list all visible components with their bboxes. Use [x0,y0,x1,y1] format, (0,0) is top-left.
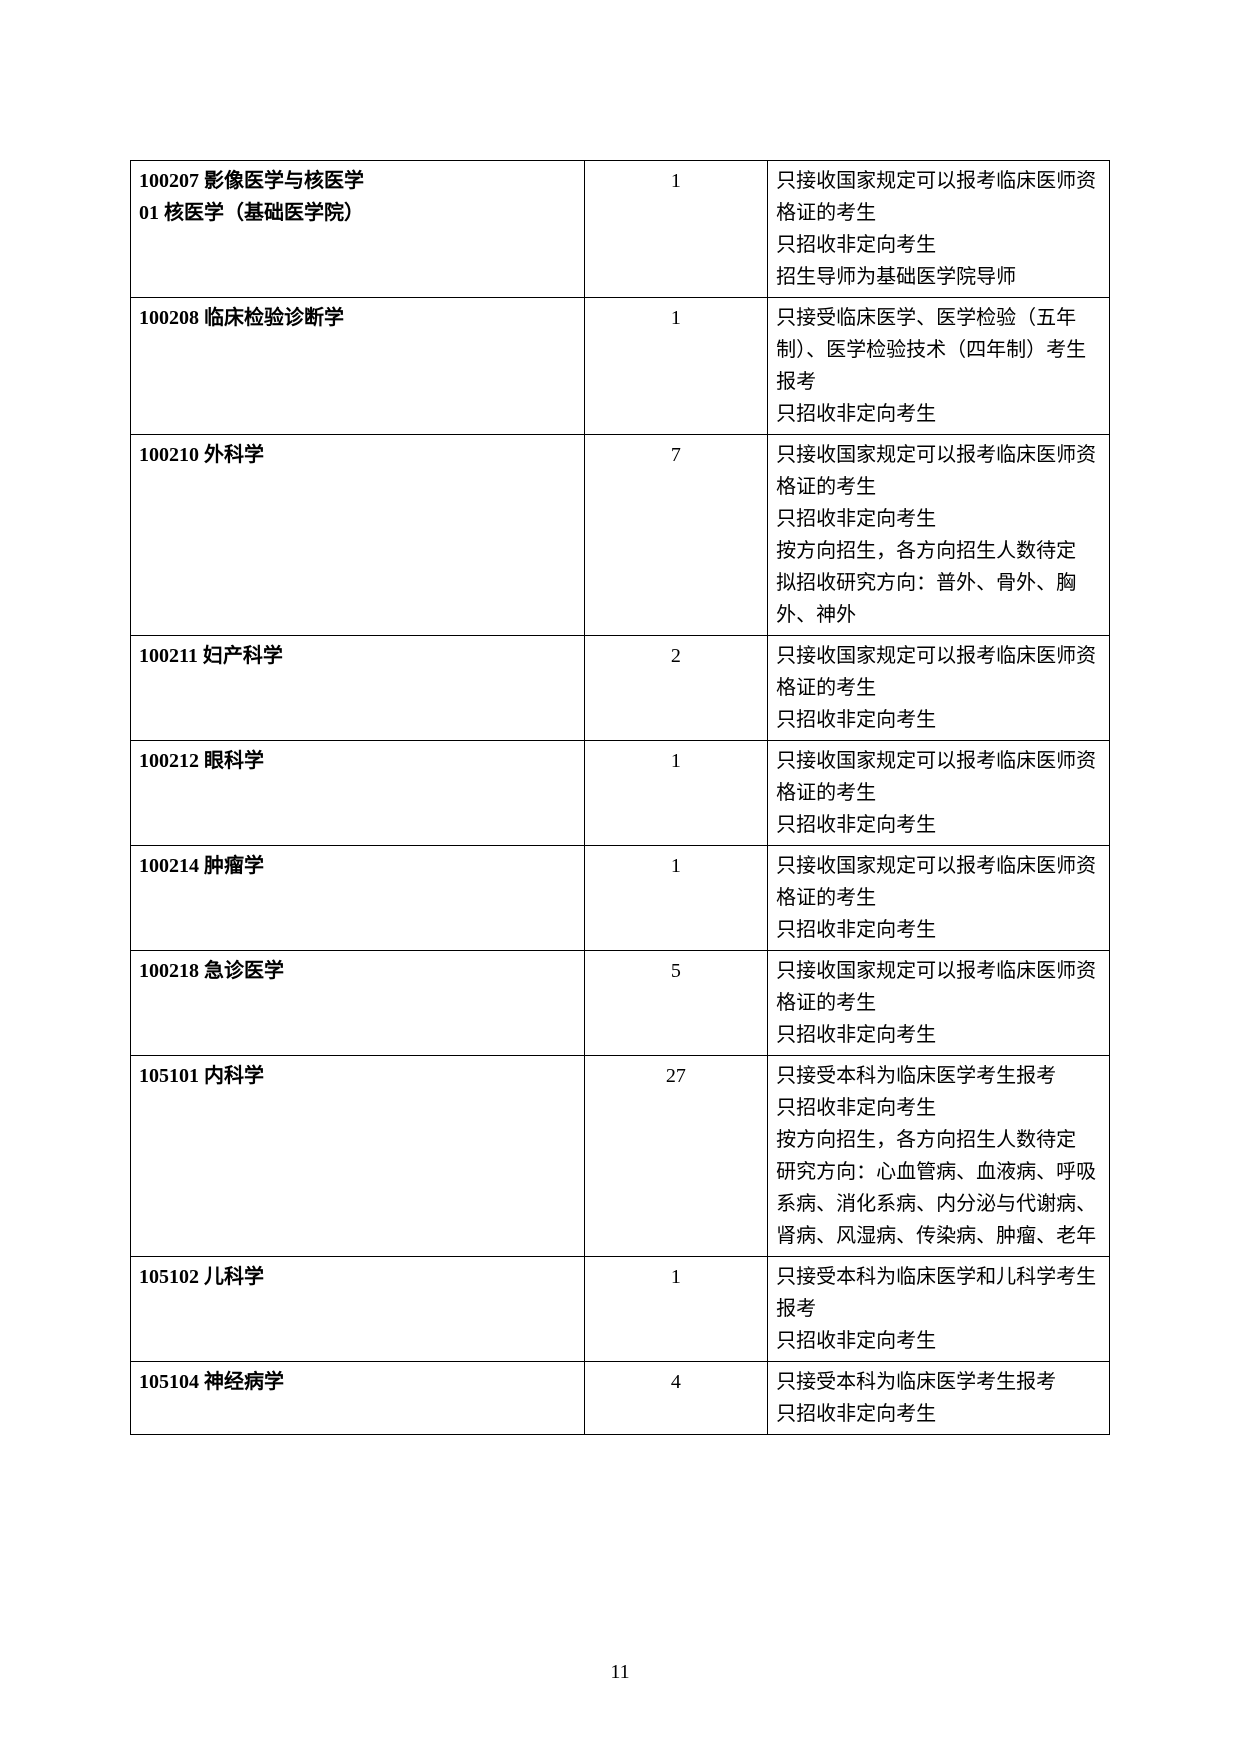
notes-cell: 只接收国家规定可以报考临床医师资格证的考生只招收非定向考生招生导师为基础医学院导… [768,161,1110,298]
program-name-cell: 105104 神经病学 [131,1362,585,1435]
quota-cell: 2 [584,636,768,741]
table-row: 100207 影像医学与核医学01 核医学（基础医学院） 1 只接收国家规定可以… [131,161,1110,298]
program-name-cell: 100208 临床检验诊断学 [131,298,585,435]
table-row: 100208 临床检验诊断学 1 只接受临床医学、医学检验（五年制）、医学检验技… [131,298,1110,435]
program-name-cell: 100210 外科学 [131,435,585,636]
notes-cell: 只接受本科为临床医学考生报考只招收非定向考生按方向招生，各方向招生人数待定研究方… [768,1056,1110,1257]
quota-cell: 1 [584,298,768,435]
quota-cell: 5 [584,951,768,1056]
table-body: 100207 影像医学与核医学01 核医学（基础医学院） 1 只接收国家规定可以… [131,161,1110,1435]
table-row: 105102 儿科学 1 只接受本科为临床医学和儿科学考生报考只招收非定向考生 [131,1257,1110,1362]
program-name-cell: 100211 妇产科学 [131,636,585,741]
quota-cell: 1 [584,161,768,298]
table-row: 100210 外科学 7 只接收国家规定可以报考临床医师资格证的考生只招收非定向… [131,435,1110,636]
notes-cell: 只接受本科为临床医学和儿科学考生报考只招收非定向考生 [768,1257,1110,1362]
program-name-cell: 105101 内科学 [131,1056,585,1257]
table-row: 100211 妇产科学 2 只接收国家规定可以报考临床医师资格证的考生只招收非定… [131,636,1110,741]
program-name-cell: 100214 肿瘤学 [131,846,585,951]
program-name-cell: 100218 急诊医学 [131,951,585,1056]
quota-cell: 1 [584,741,768,846]
table-row: 100218 急诊医学 5 只接收国家规定可以报考临床医师资格证的考生只招收非定… [131,951,1110,1056]
program-name-cell: 100212 眼科学 [131,741,585,846]
quota-cell: 7 [584,435,768,636]
page-number: 11 [0,1661,1240,1684]
quota-cell: 1 [584,1257,768,1362]
page-content: 100207 影像医学与核医学01 核医学（基础医学院） 1 只接收国家规定可以… [0,0,1240,1515]
program-name-cell: 100207 影像医学与核医学01 核医学（基础医学院） [131,161,585,298]
table-row: 105104 神经病学 4 只接受本科为临床医学考生报考只招收非定向考生 [131,1362,1110,1435]
notes-cell: 只接收国家规定可以报考临床医师资格证的考生只招收非定向考生 [768,636,1110,741]
program-name-cell: 105102 儿科学 [131,1257,585,1362]
catalog-table: 100207 影像医学与核医学01 核医学（基础医学院） 1 只接收国家规定可以… [130,160,1110,1435]
quota-cell: 27 [584,1056,768,1257]
notes-cell: 只接受本科为临床医学考生报考只招收非定向考生 [768,1362,1110,1435]
notes-cell: 只接收国家规定可以报考临床医师资格证的考生只招收非定向考生 [768,741,1110,846]
notes-cell: 只接受临床医学、医学检验（五年制）、医学检验技术（四年制）考生报考只招收非定向考… [768,298,1110,435]
quota-cell: 4 [584,1362,768,1435]
notes-cell: 只接收国家规定可以报考临床医师资格证的考生只招收非定向考生 [768,846,1110,951]
quota-cell: 1 [584,846,768,951]
notes-cell: 只接收国家规定可以报考临床医师资格证的考生只招收非定向考生按方向招生，各方向招生… [768,435,1110,636]
table-row: 105101 内科学 27 只接受本科为临床医学考生报考只招收非定向考生按方向招… [131,1056,1110,1257]
table-row: 100212 眼科学 1 只接收国家规定可以报考临床医师资格证的考生只招收非定向… [131,741,1110,846]
notes-cell: 只接收国家规定可以报考临床医师资格证的考生只招收非定向考生 [768,951,1110,1056]
table-row: 100214 肿瘤学 1 只接收国家规定可以报考临床医师资格证的考生只招收非定向… [131,846,1110,951]
